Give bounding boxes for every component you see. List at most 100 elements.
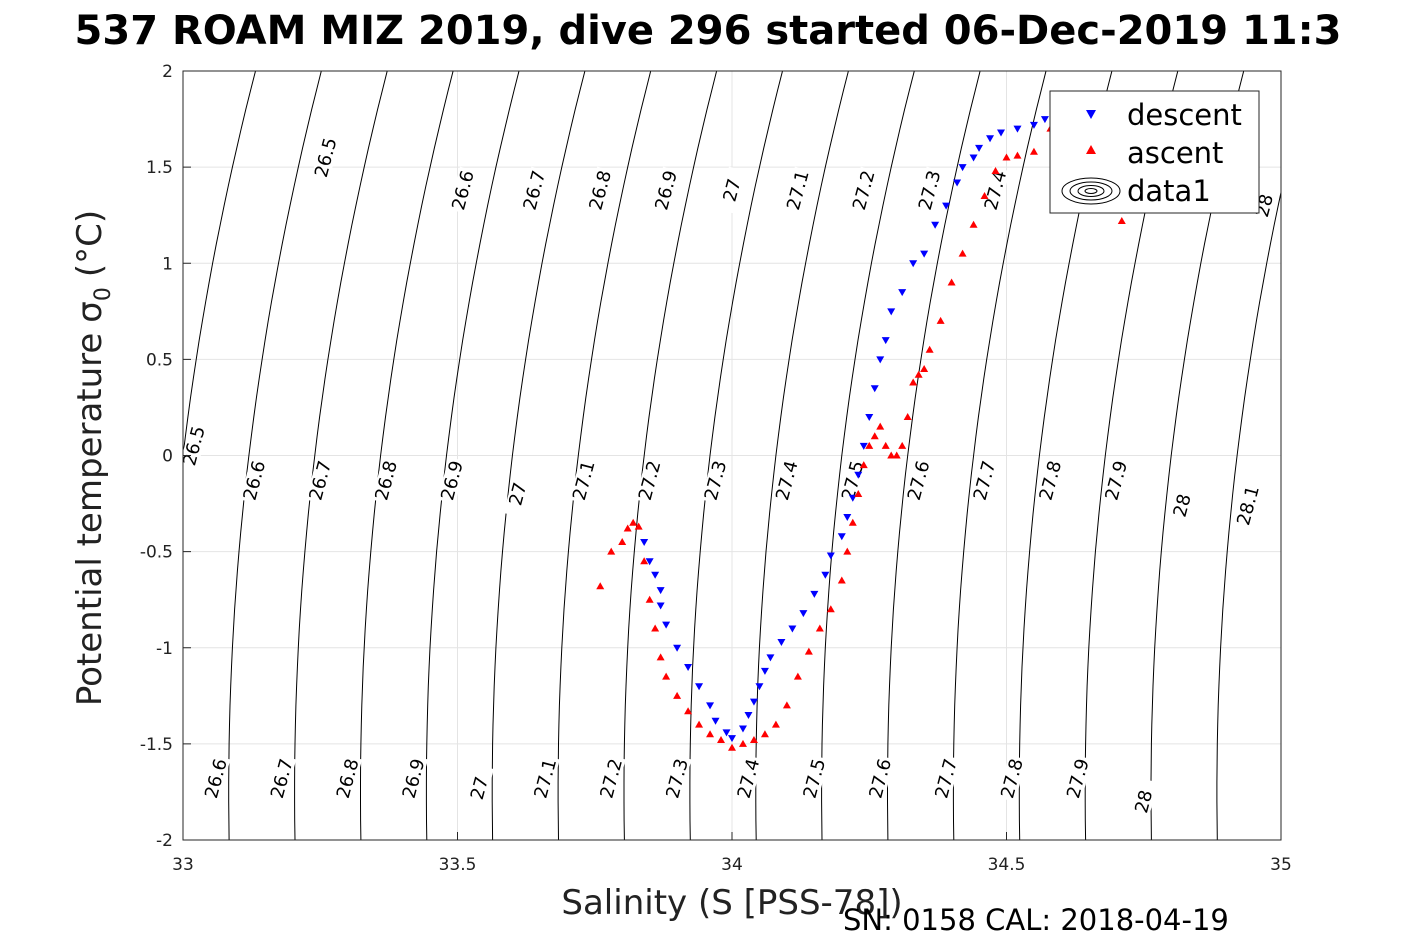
ascent-point [656,653,665,661]
ascent-point [596,582,605,590]
ascent-point [717,736,726,744]
y-tick-label: -0.5 [140,543,173,563]
ascent-point [903,413,912,421]
ascent-point [749,736,758,744]
descent-point [656,587,665,595]
descent-point [711,717,720,725]
descent-point [662,621,671,629]
contour-label-bg [585,166,615,214]
y-axis-label-text: Potential temperature [70,333,110,706]
contour-label-bg [1036,456,1065,505]
ascent-point [607,547,616,555]
contour-label-bg [635,456,665,505]
contour-label-bg [371,456,401,505]
descent-point [645,558,654,566]
ascent-point [887,451,896,459]
descent-point [953,179,962,187]
density-contour-line [952,71,1047,840]
ascent-point [991,166,1000,174]
legend-data1-label: data1 [1127,174,1211,208]
y-tick-label: 0 [162,447,173,467]
ascent-point [684,707,693,715]
descent-point [810,590,819,598]
contour-label-bg [865,754,895,803]
x-tick-label: 33 [172,855,194,875]
contour-label-bg [596,754,626,803]
ascent-point [892,451,901,459]
descent-point [859,442,868,450]
ascent-point [771,720,780,728]
descent-point [865,414,874,422]
ascent-point [826,605,835,613]
contour-label-bg [465,764,494,812]
contour-label-bg [701,456,730,505]
ascent-point [876,422,885,430]
x-axis-ticks: 33 33.5 34 34.5 35 [172,832,1292,875]
ascent-point [859,461,868,469]
ascent-point [914,370,923,378]
ascent-point [728,743,736,751]
density-contour-line [623,71,718,840]
density-contour-line [689,71,783,840]
contour-label-bg [717,166,747,214]
x-axis-label: Salinity (S [PSS-78]) [561,883,902,923]
legend-entry-data1: data1 [1061,174,1211,208]
descent-point [777,638,786,646]
ascent-point [870,432,879,440]
descent-point [986,135,995,143]
ascent-point [898,441,907,449]
ascent-point [706,730,715,738]
contour-label-bg [772,456,802,505]
descent-point [684,663,693,671]
legend-ascent-label: ascent [1127,136,1223,170]
descent-point [1029,121,1038,129]
descent-point [760,667,769,675]
density-contour-line [294,71,388,840]
descent-point [722,729,731,737]
descent-point [975,144,984,152]
descent-point [640,539,649,547]
descent-point [656,602,665,610]
descent-point [788,625,797,633]
ascent-point [881,441,890,449]
legend-descent-marker [1086,110,1096,119]
ascent-point [958,249,967,257]
descent-point [1013,125,1022,133]
density-contour-line [425,71,520,840]
x-tick-label: 34 [721,855,743,875]
contour-label-bg [1063,754,1093,803]
descent-point [766,654,775,662]
density-contour-line [228,71,322,840]
ascent-point [843,547,852,555]
contour-label-bg [437,456,467,505]
contour-label-bg [970,456,999,505]
y-tick-label: -1.5 [140,735,173,755]
descent-point [958,164,967,172]
density-contour-line [821,71,915,840]
x-tick-label: 33.5 [439,855,477,875]
density-contour-line [887,71,981,840]
y-tick-label: -2 [156,831,173,851]
descent-point [755,683,764,691]
contour-label-bg [448,166,478,214]
descent-point [843,514,852,522]
legend-entry-ascent: ascent [1086,136,1223,170]
y-tick-label: -1 [156,639,173,659]
ascent-point [651,624,660,632]
contour-label-bg [179,422,209,470]
y-tick-label: 0.5 [146,350,173,370]
descent-point [881,337,890,345]
ascent-point [865,441,874,449]
ascent-point [662,672,671,680]
ascent-point [673,691,682,699]
contour-label-bg [530,754,560,803]
y-axis-label-subscript: 0 [91,287,116,301]
contour-label-bg [904,456,934,505]
ascent-point [815,624,824,632]
descent-point [1040,116,1049,124]
ascent-point [854,489,863,497]
ascent-point [793,672,802,680]
density-contour-line [183,71,256,460]
ascent-point [848,518,857,526]
